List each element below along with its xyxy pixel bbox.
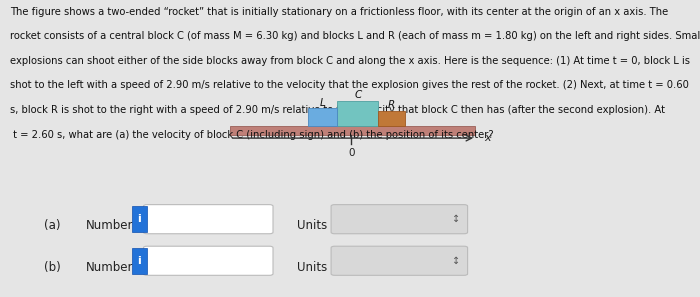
Text: (b): (b) <box>44 261 61 274</box>
Text: i: i <box>137 214 141 224</box>
Bar <box>132 248 147 274</box>
Text: s, block R is shot to the right with a speed of 2.90 m/s relative to the velocit: s, block R is shot to the right with a s… <box>10 105 665 115</box>
Text: x: x <box>484 133 491 143</box>
Bar <box>378 111 405 126</box>
Text: explosions can shoot either of the side blocks away from block C and along the x: explosions can shoot either of the side … <box>10 56 689 66</box>
Text: C: C <box>354 90 361 100</box>
Text: ↕: ↕ <box>452 256 460 266</box>
Text: shot to the left with a speed of 2.90 m/s relative to the velocity that the expl: shot to the left with a speed of 2.90 m/… <box>10 80 689 91</box>
Bar <box>308 108 337 126</box>
Text: Number: Number <box>85 261 133 274</box>
Text: Number: Number <box>85 219 133 232</box>
Text: (a): (a) <box>44 219 61 232</box>
Text: R: R <box>388 100 395 110</box>
Text: t = 2.60 s, what are (a) the velocity of block C (including sign) and (b) the po: t = 2.60 s, what are (a) the velocity of… <box>10 130 494 140</box>
Bar <box>337 101 378 126</box>
Text: L: L <box>320 97 326 108</box>
Text: i: i <box>137 256 141 266</box>
Text: Units: Units <box>298 219 328 232</box>
Text: 0: 0 <box>348 148 355 159</box>
Bar <box>230 126 475 135</box>
Text: rocket consists of a central block C (of mass M = 6.30 kg) and blocks L and R (e: rocket consists of a central block C (of… <box>10 31 700 41</box>
FancyBboxPatch shape <box>331 205 468 234</box>
FancyBboxPatch shape <box>144 246 273 275</box>
Text: The figure shows a two-ended “rocket” that is initially stationary on a friction: The figure shows a two-ended “rocket” th… <box>10 7 668 17</box>
Bar <box>132 206 147 232</box>
FancyBboxPatch shape <box>331 246 468 275</box>
FancyBboxPatch shape <box>144 205 273 234</box>
Text: ↕: ↕ <box>452 214 460 224</box>
Text: Units: Units <box>298 261 328 274</box>
